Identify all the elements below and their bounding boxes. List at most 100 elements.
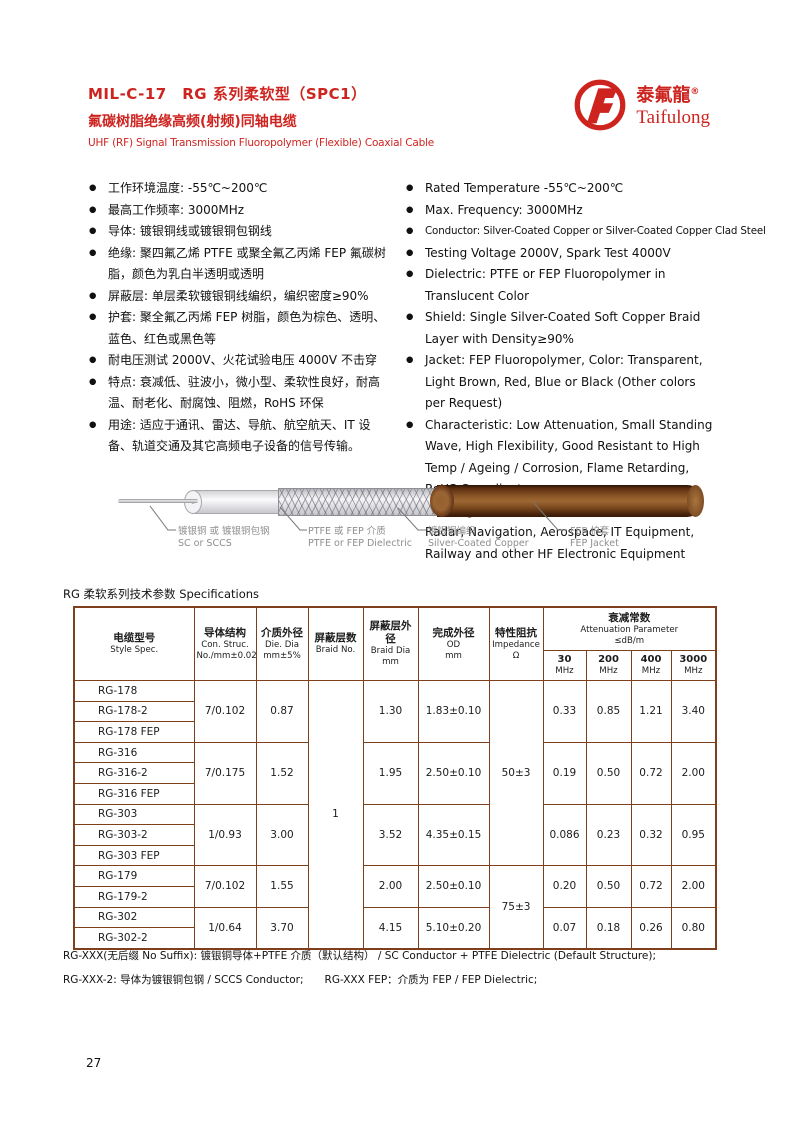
header-text: mm: [382, 657, 399, 667]
table-row: RG-316 7/0.175 1.52 1.95 2.50±0.10 0.19 0.50 0.…: [73, 741, 717, 805]
cell-value: 1.21: [630, 680, 672, 743]
cell-model: RG-316 FEP: [73, 782, 195, 805]
cell-model: RG-303: [73, 803, 195, 826]
header-text: 电缆型号: [113, 632, 156, 644]
brand-logo: 泰氟龍® Taifulong: [572, 77, 710, 133]
cell-model: RG-316-2: [73, 762, 195, 784]
header-text: MHz: [599, 666, 618, 676]
header-text: 30: [557, 654, 572, 665]
table-row: RG-302 1/0.64 3.70 4.15 5.10±0.20 0.07 0.18 0.2…: [73, 906, 717, 950]
cell-value: 75±3: [488, 865, 544, 950]
diagram-label: 镀银铜编织 Silver-Coated Copper: [428, 526, 529, 549]
header-text: 衰减常数: [608, 611, 651, 624]
note-line: RG-XXX-2: 导体为镀银铜包钢 / SCCS Conductor; RG-…: [63, 974, 538, 986]
header-text: Braid No.: [315, 645, 356, 655]
cell-value: 4.15: [362, 906, 419, 950]
cell-value: 5.10±0.20: [417, 906, 490, 950]
cell-value: 1.52: [255, 741, 309, 805]
page-subtitle-cn: 氟碳树脂绝缘高频(射频)同轴电缆: [88, 114, 297, 130]
center-conductor-graphic: [118, 499, 198, 503]
header-text: ≤dB/m: [614, 635, 645, 646]
feature-item: 耐电压测试 2000V、火花试验电压 4000V 不击穿: [88, 350, 390, 372]
page-number: 27: [86, 1056, 102, 1070]
cell-value: 3.40: [670, 680, 717, 743]
feature-item: Max. Frequency: 3000MHz: [405, 200, 718, 222]
table-row: RG-178 7/0.102 0.87 1 1.30 1.83±0.10 50±3 0.33 0…: [73, 679, 717, 950]
header-text: 屏蔽层数: [314, 632, 357, 644]
cell-value: 2.50±0.10: [417, 865, 490, 908]
cell-value: 2.50±0.10: [417, 741, 490, 805]
cell-value: 0.50: [585, 741, 632, 805]
header-text: Con. Struc.: [201, 639, 249, 650]
cell-value: 0.20: [542, 865, 587, 908]
cell-value: 0.086: [542, 803, 587, 867]
header-text: mm±5%: [263, 650, 301, 661]
cell-value: 1/0.64: [193, 906, 257, 950]
spec-table-body: RG-178 7/0.102 0.87 1 1.30 1.83±0.10 50±3 0.33 0…: [73, 679, 717, 950]
dielectric-layer-graphic: [192, 490, 287, 514]
header-text: 400: [640, 654, 662, 665]
attenuation-header: 衰减常数 Attenuation Parameter ≤dB/m: [542, 606, 717, 651]
table-notes: RG-XXX(无后缀 No Suffix): 镀银铜导体+PTFE 介质（默认结…: [63, 944, 656, 992]
header-text: No./mm±0.02: [196, 650, 256, 661]
spec-table: 电缆型号 Style Spec. 导体结构 Con. Struc. No./mm±0.0…: [73, 606, 718, 950]
feature-item: Rated Temperature -55℃~200℃: [405, 178, 718, 200]
column-header: 电缆型号 Style Spec.: [73, 606, 195, 681]
header-text: Die. Dia: [264, 639, 300, 650]
header-text: 介质外径: [261, 626, 303, 639]
cell-model: RG-316: [73, 741, 195, 764]
cell-value: 1.95: [362, 741, 419, 805]
feature-item: 屏蔽层: 单层柔软镀银铜线编织，编织密度≥90%: [88, 286, 390, 308]
feature-lists: 工作环境温度: -55℃~200℃最高工作频率: 3000MHz导体: 镀银铜线…: [88, 178, 766, 565]
header-text: Style Spec.: [110, 645, 159, 655]
header-text: 导体结构: [204, 626, 246, 639]
header-text: 200: [598, 654, 619, 665]
header-text: Braid Dia: [370, 646, 411, 656]
feature-item: 特点: 衰减低、驻波小，微小型、柔软性良好，耐高温、耐老化、耐腐蚀、阻燃，RoH…: [88, 372, 390, 415]
brand-name: 泰氟龍® Taifulong: [636, 81, 710, 129]
feature-item: 绝缘: 聚四氟乙烯 PTFE 或聚全氟乙丙烯 FEP 氟碳树脂，颜色为乳白半透明…: [88, 243, 390, 286]
column-header: 屏蔽层外径 Braid Dia mm: [362, 606, 419, 681]
cell-value: 4.35±0.15: [417, 803, 490, 867]
feature-item: 护套: 聚全氟乙丙烯 FEP 树脂，颜色为棕色、透明、蓝色、红色或黑色等: [88, 307, 390, 350]
cell-value: 2.00: [362, 865, 419, 908]
note-line: RG-XXX(无后缀 No Suffix): 镀银铜导体+PTFE 介质（默认结…: [63, 950, 657, 962]
jacket-right-cap-graphic: [687, 485, 704, 517]
cell-value: 1.83±0.10: [417, 680, 490, 743]
column-header: 介质外径 Die. Dia mm±5%: [255, 606, 309, 681]
freq-column-header: 30 MHz: [542, 650, 587, 681]
cell-value: 1: [307, 679, 364, 950]
cell-value: 0.72: [630, 865, 672, 908]
cell-value: 1.55: [255, 865, 309, 908]
cell-value: 0.95: [670, 803, 717, 867]
diagram-label: FEP 护套 FEP Jacket: [570, 526, 619, 549]
cable-structure-diagram: 镀银铜 或 镀银铜包钢 SC or SCCS PTFE 或 FEP 介质 PTFE o…: [0, 480, 793, 572]
cell-value: 3.00: [255, 803, 309, 867]
header-text: 3000: [679, 654, 708, 665]
braid-layer-graphic: [278, 488, 447, 516]
header-text: Impedance: [492, 639, 540, 650]
cell-value: 0.23: [585, 803, 632, 867]
header-text: OD: [446, 639, 461, 650]
cell-value: 0.72: [630, 741, 672, 805]
header-text: MHz: [684, 666, 703, 676]
column-header: 完成外径 OD mm: [417, 606, 490, 681]
table-row: RG-303-2: [73, 824, 716, 846]
column-header: 特性阻抗 Impedance Ω: [488, 606, 544, 681]
diagram-label: 镀银铜 或 镀银铜包钢 SC or SCCS: [178, 526, 270, 549]
cell-model: RG-178-2: [73, 700, 195, 723]
cell-value: 50±3: [488, 679, 544, 867]
cell-model: RG-302-2: [73, 927, 195, 950]
cell-model: RG-179-2: [73, 885, 195, 908]
feature-item: 导体: 镀银铜线或镀银铜包钢线: [88, 221, 390, 243]
brand-name-cn: 泰氟龍®: [636, 85, 700, 106]
freq-column-header: 200 MHz: [585, 650, 632, 681]
cell-value: 7/0.175: [193, 741, 257, 805]
page-title: MIL-C-17 RG 系列柔软型（SPC1）: [88, 85, 367, 103]
page-header: MIL-C-17 RG 系列柔软型（SPC1） 氟碳树脂绝缘高频(射频)同轴电缆…: [88, 79, 715, 149]
cell-model: RG-302: [73, 906, 195, 929]
page-subtitle-en: UHF (RF) Signal Transmission Fluoropolym…: [88, 137, 435, 149]
cell-value: 2.00: [670, 741, 717, 805]
header-text: MHz: [555, 666, 574, 676]
